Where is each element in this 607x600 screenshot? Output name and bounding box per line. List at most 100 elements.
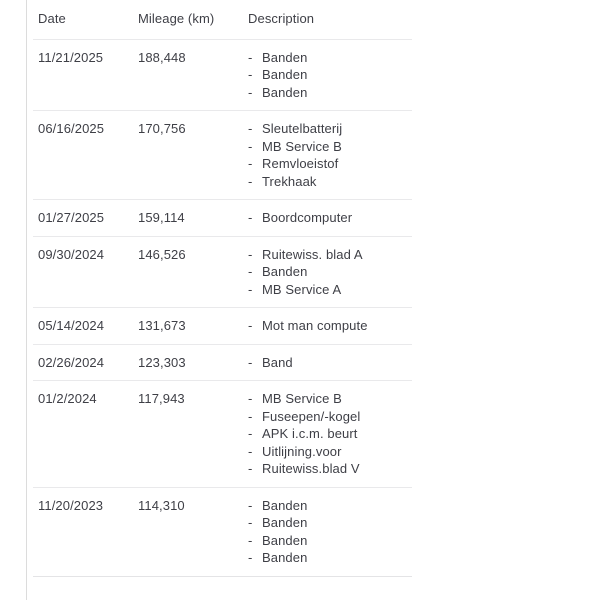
table-body: 11/21/2025 188,448 - Banden - Banden - Banden… (33, 38, 412, 577)
description-text: Ruitewiss.blad V (262, 461, 360, 476)
description-item: - Banden (248, 84, 412, 102)
description-text: Sleutelbatterij (262, 121, 343, 136)
description-text: Banden (262, 49, 308, 65)
dash-marker: - (248, 426, 253, 441)
dash-marker: - (248, 156, 253, 171)
dash-marker: - (248, 264, 253, 279)
description-text: Boordcomputer (262, 210, 353, 225)
cell-date: 01/2/2024 (38, 391, 97, 406)
dash-marker: - (248, 550, 253, 565)
table-row: 06/16/2025 170,756 - Sleutelbatterij - MB S… (33, 110, 412, 199)
dash-marker: - (248, 532, 253, 548)
dash-marker: - (248, 49, 253, 65)
description-text: MB Service B (262, 391, 342, 406)
column-header-description: Description (248, 11, 315, 26)
cell-mileage: 146,526 (138, 246, 186, 262)
description-text: Trekhaak (262, 173, 317, 189)
description-text: Remvloeistof (262, 156, 339, 171)
table-row: 09/30/2024 146,526 - Ruitewiss. blad A - Ba… (33, 235, 412, 308)
cell-mileage: 117,943 (138, 391, 185, 406)
column-header-date: Date (38, 11, 66, 26)
dash-marker: - (248, 354, 253, 370)
dash-marker: - (248, 443, 253, 459)
description-item: - Banden (248, 549, 412, 567)
description-list: - Mot man compute (248, 317, 412, 335)
dash-marker: - (248, 210, 253, 225)
description-item: - MB Service B (248, 390, 412, 408)
description-text: MB Service A (262, 281, 342, 297)
cell-date: 09/30/2024 (38, 246, 105, 262)
description-item: - Banden (248, 263, 412, 281)
description-item: - Fuseepen/-kogel (248, 408, 412, 426)
left-panel-border (26, 0, 27, 600)
cell-mileage: 170,756 (138, 121, 186, 136)
dash-marker: - (248, 138, 253, 154)
description-text: MB Service B (262, 138, 342, 154)
description-text: Band (262, 354, 293, 370)
description-item: - Ruitewiss.blad V (248, 460, 412, 478)
table-row: 11/20/2023 114,310 - Banden - Banden - Banden… (33, 486, 412, 576)
description-item: - MB Service B (248, 138, 412, 156)
description-text: Uitlijning.voor (262, 443, 342, 459)
description-text: APK i.c.m. beurt (262, 426, 358, 441)
description-item: - Remvloeistof (248, 155, 412, 173)
description-item: - Banden (248, 66, 412, 84)
description-item: - Banden (248, 532, 412, 550)
dash-marker: - (248, 246, 253, 262)
cell-date: 05/14/2024 (38, 318, 105, 333)
table-row: 05/14/2024 131,673 - Mot man compute (33, 307, 412, 344)
cell-mileage: 159,114 (138, 210, 185, 225)
table-row: 11/21/2025 188,448 - Banden - Banden - Banden (33, 38, 412, 111)
cell-date: 01/27/2025 (38, 210, 105, 225)
description-list: - MB Service B - Fuseepen/-kogel - APK i.c.m.… (248, 390, 412, 478)
description-text: Mot man compute (262, 318, 368, 333)
description-item: - Mot man compute (248, 317, 412, 335)
description-list: - Sleutelbatterij - MB Service B - Remvloeist… (248, 120, 412, 190)
description-text: Fuseepen/-kogel (262, 408, 361, 424)
description-text: Banden (262, 67, 308, 82)
service-history-table: Date Mileage (km) Description 11/21/2025… (33, 0, 412, 577)
table-row: 02/26/2024 123,303 - Band (33, 343, 412, 381)
description-item: - Sleutelbatterij (248, 120, 412, 138)
description-list: - Boordcomputer (248, 209, 412, 227)
dash-marker: - (248, 391, 253, 406)
dash-marker: - (248, 173, 253, 189)
table-row: 01/27/2025 159,114 - Boordcomputer (33, 199, 412, 236)
description-text: Banden (262, 532, 308, 548)
column-header-mileage: Mileage (km) (138, 11, 215, 26)
description-text: Banden (262, 84, 308, 100)
description-text: Banden (262, 550, 308, 565)
description-item: - Boordcomputer (248, 209, 412, 227)
description-list: - Ruitewiss. blad A - Banden - MB Service A (248, 246, 412, 299)
description-item: - Banden (248, 497, 412, 515)
cell-mileage: 188,448 (138, 49, 186, 65)
dash-marker: - (248, 497, 253, 513)
description-item: - Uitlijning.voor (248, 443, 412, 461)
dash-marker: - (248, 515, 253, 530)
dash-marker: - (248, 461, 253, 476)
dash-marker: - (248, 408, 253, 424)
description-text: Banden (262, 497, 308, 513)
cell-date: 02/26/2024 (38, 354, 105, 370)
description-list: - Banden - Banden - Banden (248, 49, 412, 102)
description-text: Ruitewiss. blad A (262, 246, 363, 262)
table-row: 01/2/2024 117,943 - MB Service B - Fuseepen… (33, 380, 412, 487)
cell-mileage: 114,310 (138, 497, 185, 513)
description-item: - Band (248, 354, 412, 372)
cell-mileage: 131,673 (138, 318, 186, 333)
cell-date: 06/16/2025 (38, 121, 105, 136)
cell-date: 11/20/2023 (38, 497, 104, 513)
description-text: Banden (262, 264, 308, 279)
dash-marker: - (248, 318, 253, 333)
table-header-row: Date Mileage (km) Description (33, 0, 412, 39)
dash-marker: - (248, 67, 253, 82)
description-item: - APK i.c.m. beurt (248, 425, 412, 443)
dash-marker: - (248, 121, 253, 136)
dash-marker: - (248, 281, 253, 297)
description-text: Banden (262, 515, 308, 530)
description-list: - Banden - Banden - Banden - Banden (248, 497, 412, 567)
description-list: - Band (248, 354, 412, 372)
description-item: - Banden (248, 514, 412, 532)
cell-date: 11/21/2025 (38, 49, 104, 65)
